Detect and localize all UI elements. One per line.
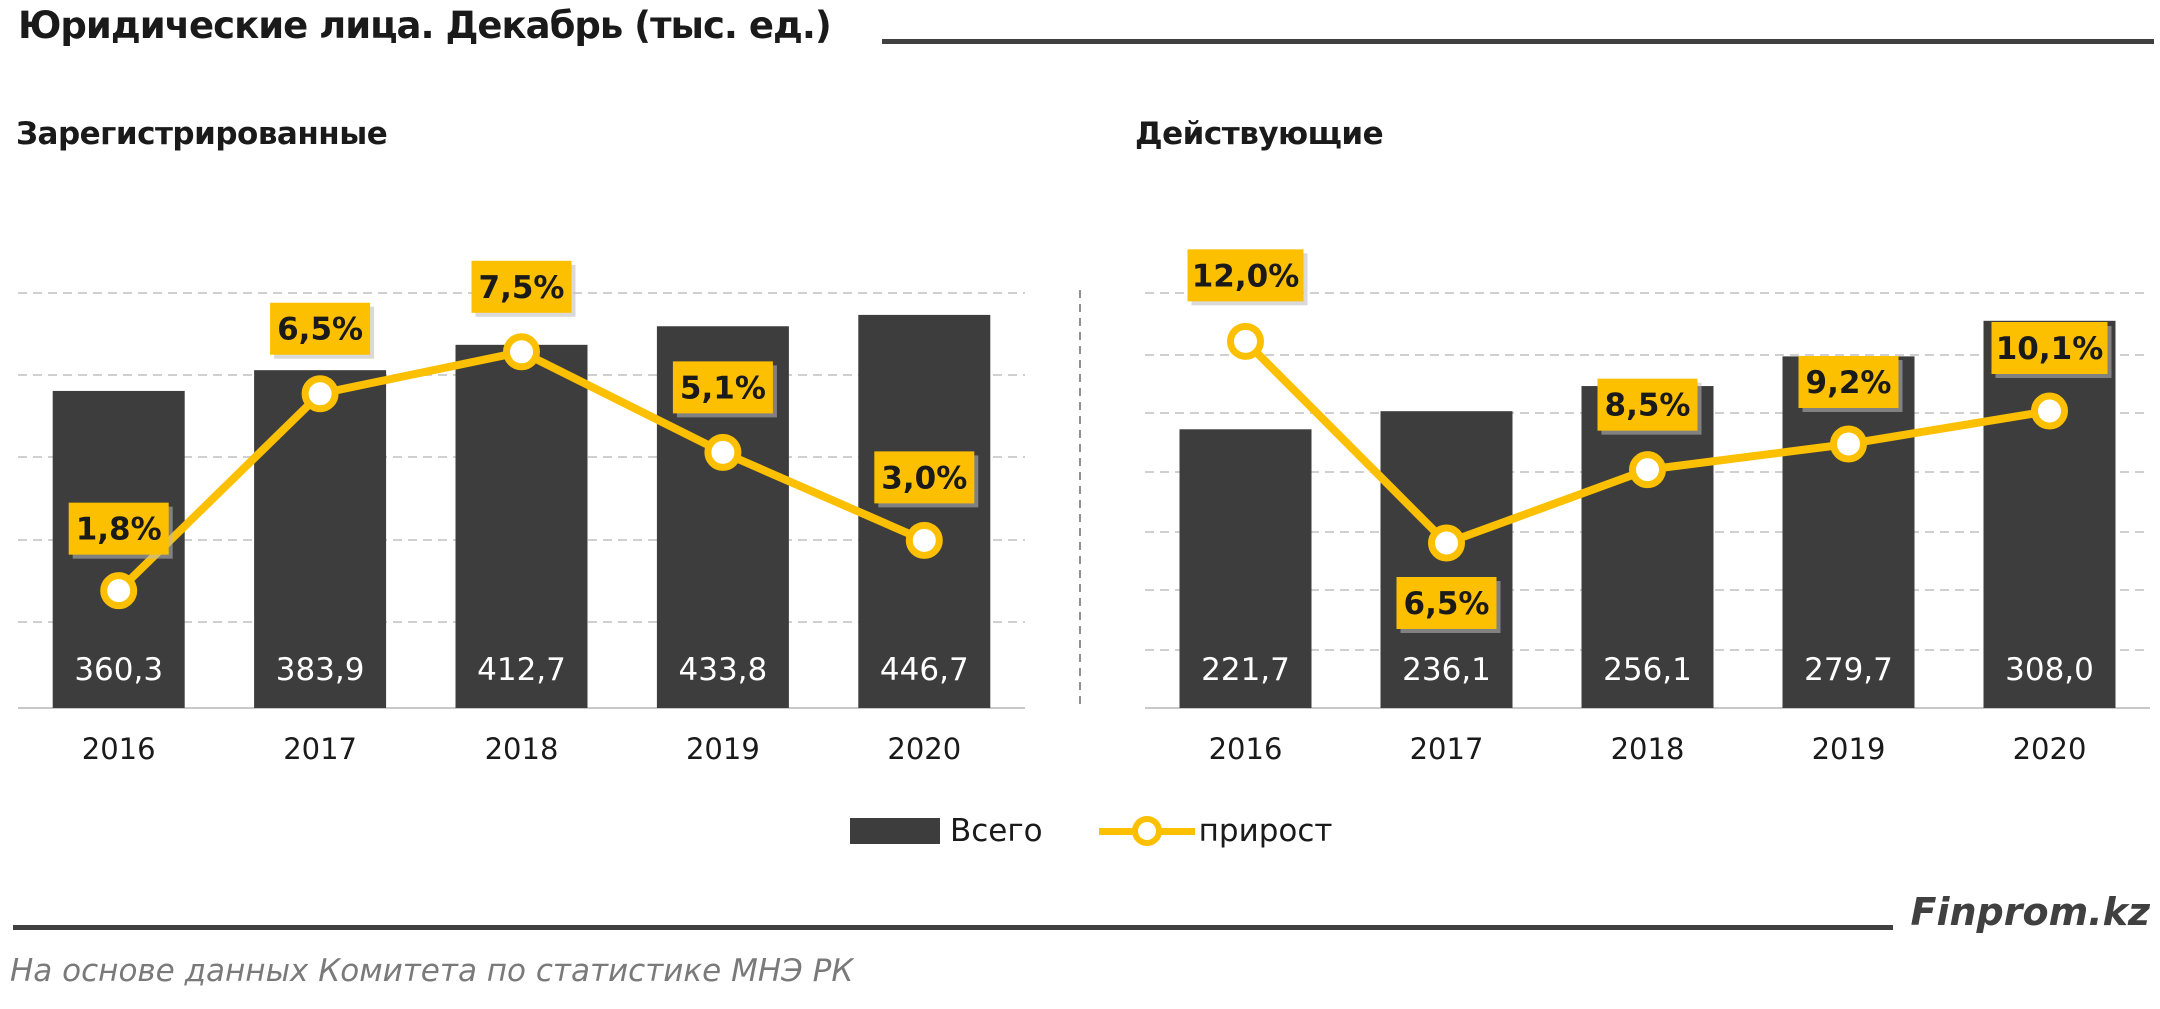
growth-label-box [874,451,975,504]
bar [1782,356,1915,708]
growth-label-box [1991,322,2108,374]
growth-label-box [68,502,169,555]
bar [1581,386,1714,708]
legend-line-label: прирост [1198,813,1333,849]
legend-bar-swatch [850,818,940,844]
category-tick-label: 2020 [887,732,961,766]
growth-label: 12,0% [1192,258,1300,294]
legend: Всего прирост [850,813,1332,849]
source-note: На основе данных Комитета по статистике … [10,953,854,989]
bar [254,370,387,708]
growth-label: 3,0% [881,460,967,496]
bar-value-label: 383,9 [276,652,365,688]
growth-marker [1830,425,1867,463]
bar-value-label: 446,7 [880,652,969,688]
growth-label-box [270,302,371,355]
bar-value-label: 433,8 [679,652,768,688]
growth-marker [2031,392,2068,430]
bar-value-label: 308,0 [2005,652,2094,688]
growth-label: 6,5% [1404,586,1490,622]
chart-registered: 360,3 2016 383,9 2017 412,7 2018 433,8 2019 446,… [18,260,1025,766]
growth-label-box [1798,356,1899,408]
growth-marker [1629,451,1666,489]
growth-marker [100,572,138,610]
growth-label-box [672,361,773,414]
legend-line-swatch [1098,816,1195,846]
bar [858,314,991,708]
brand-label: Finprom.kz [1910,890,2150,934]
growth-marker [704,433,742,471]
category-tick-label: 2016 [1209,732,1283,766]
bar-value-label: 256,1 [1603,652,1692,688]
bar-value-label: 221,7 [1201,652,1290,688]
footer-divider [13,925,1893,930]
category-tick-label: 2017 [1410,732,1484,766]
title-divider [882,39,2154,44]
growth-label: 7,5% [479,270,565,306]
growth-label-box [471,260,572,313]
bar-value-label: 236,1 [1402,652,1491,688]
bar [1179,429,1312,708]
growth-marker [1428,524,1465,562]
growth-marker [301,375,339,413]
growth-label-box [1396,577,1497,629]
chart-active: 221,7 2016 236,1 2017 256,1 2018 279,7 2019 308,… [1145,249,2150,766]
growth-marker [503,333,540,371]
category-tick-label: 2018 [1611,732,1685,766]
legend-bar-label: Всего [950,813,1043,849]
growth-label-box [1187,249,1304,302]
category-tick-label: 2020 [2013,732,2087,766]
growth-marker [1227,322,1264,360]
growth-label: 8,5% [1605,388,1691,424]
growth-label: 6,5% [277,312,363,348]
panel-title-registered: Зарегистрированные [16,116,388,152]
bar-value-label: 360,3 [74,652,163,688]
bar [455,344,588,708]
category-tick-label: 2017 [283,732,357,766]
bar-value-label: 279,7 [1804,652,1893,688]
growth-label: 10,1% [1996,331,2104,367]
category-tick-label: 2019 [686,732,760,766]
main-title: Юридические лица. Декабрь (тыс. ед.) [18,4,832,47]
panel-title-active: Действующие [1135,116,1384,152]
category-tick-label: 2019 [1812,732,1886,766]
growth-marker [905,521,943,559]
category-tick-label: 2016 [82,732,156,766]
bar-value-label: 412,7 [477,652,566,688]
category-tick-label: 2018 [485,732,559,766]
growth-label-box [1597,378,1698,431]
bar [1983,320,2116,708]
growth-label: 9,2% [1806,365,1892,401]
growth-label: 5,1% [680,370,766,406]
growth-label: 1,8% [76,512,162,548]
